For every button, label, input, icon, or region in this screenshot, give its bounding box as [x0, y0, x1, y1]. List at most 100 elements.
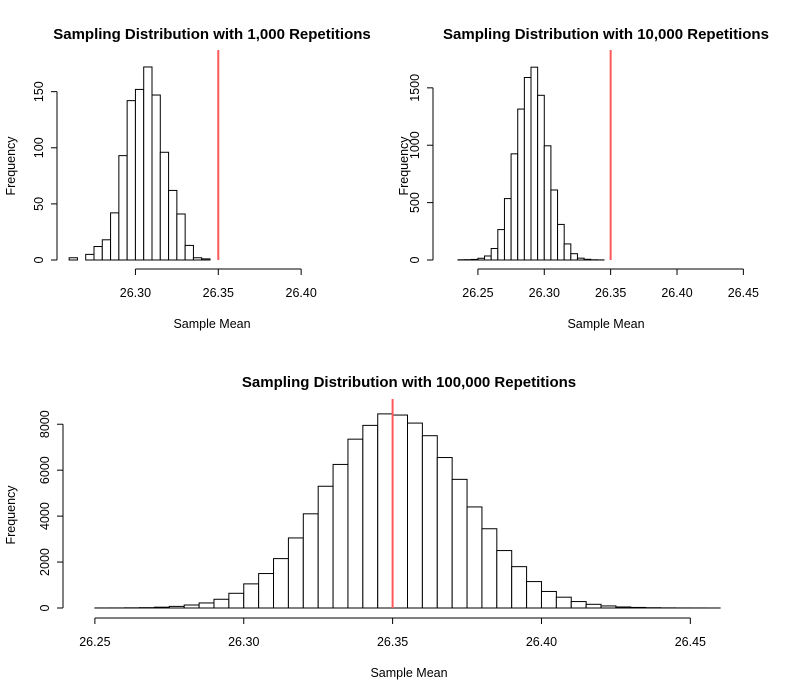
histogram-bar — [563, 243, 572, 261]
histogram-bar — [168, 189, 178, 261]
bars — [68, 66, 211, 261]
chart-title: Sampling Distribution with 100,000 Repet… — [242, 374, 576, 391]
x-tick-label: 26.30 — [529, 286, 560, 300]
x-tick-label: 26.25 — [462, 286, 493, 300]
histogram-bar — [466, 506, 483, 609]
x-tick-label: 26.45 — [728, 286, 759, 300]
panel-10000-repetitions: Sampling Distribution with 10,000 Repeti… — [397, 26, 769, 331]
histogram-bar — [484, 255, 492, 261]
y-axis: 0 2000 4000 6000 8000 — [38, 410, 64, 611]
histogram-bar — [436, 457, 453, 609]
y-tick-label: 0 — [408, 256, 422, 263]
histogram-bar — [126, 100, 136, 261]
histogram-bar — [523, 77, 532, 261]
panel-100000-repetitions: Sampling Distribution with 100,000 Repet… — [4, 374, 721, 680]
histogram-bar — [228, 592, 245, 609]
histogram-bar — [243, 583, 260, 609]
x-axis: 26.25 26.30 26.35 26.40 26.45 — [462, 268, 759, 300]
histogram-bar — [118, 155, 128, 261]
x-axis: 26.25 26.30 26.35 26.40 26.45 — [79, 617, 706, 649]
histogram-bar — [570, 601, 587, 609]
x-tick-label: 26.30 — [228, 635, 259, 649]
histogram-bar — [302, 513, 319, 609]
histogram-bar — [470, 258, 479, 261]
y-axis: 0 500 1000 1500 — [408, 74, 434, 263]
histogram-bar — [192, 257, 203, 261]
histogram-bar — [213, 598, 230, 609]
chart-title: Sampling Distribution with 10,000 Repeti… — [443, 26, 769, 43]
histogram-bar — [576, 257, 585, 261]
histogram-bar — [198, 602, 215, 609]
histogram-bar — [503, 198, 512, 261]
histogram-bar — [168, 605, 185, 609]
histogram-bar — [537, 94, 545, 261]
histogram-bar — [201, 258, 211, 261]
x-tick-label: 26.35 — [595, 286, 626, 300]
y-tick-label: 0 — [38, 604, 52, 611]
histogram-bar — [85, 253, 95, 261]
x-tick-label: 26.45 — [675, 635, 706, 649]
histogram-bar — [183, 604, 200, 609]
y-axis-label: Frequency — [397, 136, 411, 196]
histogram-bar — [570, 253, 578, 261]
x-tick-label: 26.40 — [286, 286, 317, 300]
y-tick-label: 2000 — [38, 548, 52, 576]
histogram-bar — [583, 258, 592, 261]
x-tick-label: 26.40 — [661, 286, 692, 300]
histogram-bar — [477, 257, 486, 261]
histogram-bar — [153, 606, 170, 609]
histogram-bar — [421, 435, 438, 609]
x-axis-label: Sample Mean — [370, 666, 447, 680]
x-tick-label: 26.30 — [120, 286, 151, 300]
histogram-bar — [176, 213, 186, 261]
histogram-bar — [159, 151, 170, 261]
histogram-bar — [101, 239, 112, 261]
histogram-bar — [347, 438, 364, 609]
bars — [94, 413, 721, 609]
histogram-bar — [600, 605, 617, 609]
x-axis-label: Sample Mean — [567, 317, 644, 331]
histogram-bar — [143, 66, 153, 261]
histogram-bar — [451, 478, 468, 609]
histogram-bar — [557, 223, 565, 261]
y-tick-label: 500 — [408, 192, 422, 213]
y-axis-label: Frequency — [4, 485, 18, 545]
histogram-bar — [317, 485, 334, 609]
histogram-bar — [93, 246, 103, 261]
y-tick-label: 4000 — [38, 502, 52, 530]
y-tick-label: 1000 — [408, 131, 422, 159]
panel-1000-repetitions: Sampling Distribution with 1,000 Repetit… — [4, 26, 371, 331]
x-axis-label: Sample Mean — [173, 317, 250, 331]
histogram-bar — [332, 463, 349, 609]
histogram-bar — [496, 550, 513, 609]
histogram-bar — [68, 257, 78, 261]
y-tick-label: 150 — [32, 81, 46, 102]
histogram-bar — [630, 606, 647, 609]
x-tick-label: 26.35 — [377, 635, 408, 649]
histogram-bar — [481, 528, 498, 609]
histogram-bar — [555, 596, 572, 609]
histogram-bar — [151, 94, 161, 261]
y-tick-label: 100 — [32, 137, 46, 158]
y-axis-label: Frequency — [4, 136, 18, 196]
histogram-bar — [510, 153, 519, 261]
histogram-bar — [377, 413, 394, 609]
histogram-bar — [287, 537, 304, 609]
histogram-bar — [511, 566, 528, 609]
histogram-bar — [543, 145, 552, 261]
y-tick-label: 6000 — [38, 456, 52, 484]
y-tick-label: 1500 — [408, 74, 422, 102]
histogram-bar — [134, 88, 145, 261]
y-tick-label: 8000 — [38, 410, 52, 438]
bars — [457, 66, 605, 261]
x-tick-label: 26.40 — [526, 635, 557, 649]
histogram-bar — [490, 248, 499, 261]
histogram-bar — [540, 590, 557, 609]
histogram-bar — [110, 212, 120, 261]
histogram-bar — [530, 66, 539, 261]
histogram-bar — [585, 603, 602, 609]
histogram-bar — [258, 573, 275, 609]
y-tick-label: 0 — [32, 256, 46, 263]
x-tick-label: 26.25 — [79, 635, 110, 649]
chart-title: Sampling Distribution with 1,000 Repetit… — [53, 26, 371, 43]
